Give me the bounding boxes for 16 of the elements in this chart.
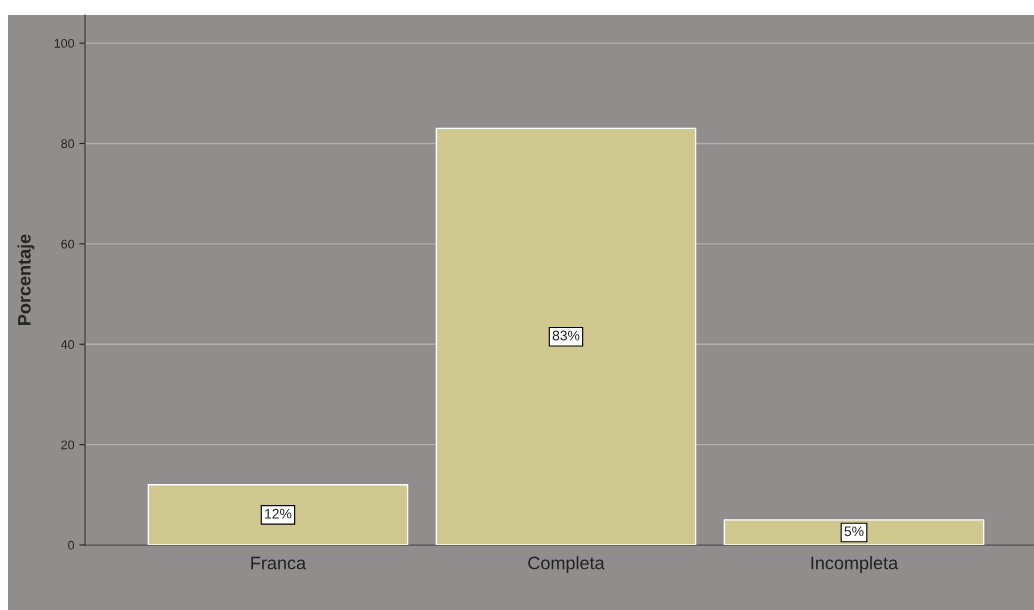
data-label: 83% <box>552 330 580 341</box>
x-tick-label: Franca <box>251 556 307 570</box>
x-tick-label: Completa <box>528 556 605 573</box>
data-label: 5% <box>844 526 864 537</box>
bar <box>435 127 697 545</box>
y-tick-label: 80 <box>61 139 75 149</box>
y-tick-label: 60 <box>61 239 75 249</box>
bar <box>147 484 409 545</box>
y-tick-label: 40 <box>60 340 75 349</box>
bar <box>723 519 985 545</box>
y-tick-label: 0 <box>68 540 75 550</box>
y-tick-label: 20 <box>61 440 75 450</box>
y-tick-label: 100 <box>54 38 75 48</box>
y-axis-title: Porcentaje <box>17 234 35 325</box>
data-label: 12% <box>265 508 292 519</box>
x-tick-label: Incompleta <box>811 556 899 573</box>
